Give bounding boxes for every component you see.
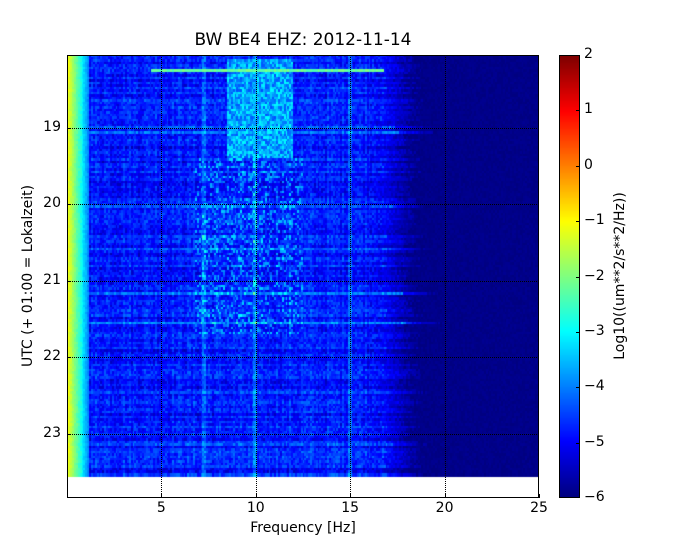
x-tick-label: 5 (156, 500, 166, 516)
x-axis-label: Frequency [Hz] (250, 520, 356, 536)
x-gridline (255, 55, 257, 498)
y-tick (67, 204, 71, 206)
colorbar-tick-label: 1 (584, 101, 593, 118)
colorbar-tick-label: −4 (584, 378, 605, 395)
colorbar-tick (576, 276, 580, 278)
y-tick-label: 22 (43, 348, 61, 365)
colorbar-tick (576, 442, 580, 444)
colorbar-tick (576, 221, 580, 223)
x-tick-label: 20 (435, 500, 454, 516)
colorbar-tick-label: −5 (584, 433, 605, 450)
y-gridline (67, 280, 539, 282)
plot-area (67, 55, 539, 498)
spectrogram-heatmap (67, 55, 539, 498)
y-tick (67, 280, 71, 282)
colorbar-tick-label: −6 (584, 489, 605, 505)
x-tick (350, 494, 352, 498)
y-tick (67, 127, 71, 129)
colorbar-tick (576, 497, 580, 498)
y-tick-label: 21 (43, 271, 61, 288)
y-tick-label: 20 (43, 195, 61, 212)
y-tick (67, 433, 71, 435)
x-tick (161, 494, 163, 498)
colorbar-tick (576, 387, 580, 389)
y-gridline (67, 357, 539, 359)
x-tick-label: 10 (246, 500, 265, 516)
x-gridline (350, 55, 352, 498)
y-axis-label: UTC (+ 01:00 = Lokalzeit) (20, 184, 36, 368)
chart-title: BW BE4 EHZ: 2012-11-14 (194, 30, 412, 50)
colorbar-tick (576, 110, 580, 112)
y-tick-label: 23 (43, 424, 61, 441)
x-tick (255, 494, 257, 498)
colorbar-label: Log10((um**2/s**2/Hz)) (612, 192, 628, 360)
y-gridline (67, 433, 539, 435)
x-gridline (161, 55, 163, 498)
colorbar-tick (576, 55, 580, 56)
colorbar-tick-label: 0 (584, 156, 593, 173)
y-tick (67, 357, 71, 359)
colorbar-tick (576, 165, 580, 167)
x-tick-label: 15 (341, 500, 360, 516)
x-gridline (444, 55, 446, 498)
x-tick (539, 494, 540, 498)
colorbar-tick-label: −2 (584, 267, 605, 284)
colorbar-tick-label: −1 (584, 212, 605, 229)
colorbar-tick-label: −3 (584, 322, 605, 339)
y-gridline (67, 127, 539, 129)
x-tick-label: 25 (530, 500, 548, 516)
colorbar-tick-label: 2 (584, 46, 593, 62)
y-tick-label: 19 (43, 118, 61, 135)
y-gridline (67, 204, 539, 206)
x-tick (444, 494, 446, 498)
colorbar-tick (576, 331, 580, 333)
